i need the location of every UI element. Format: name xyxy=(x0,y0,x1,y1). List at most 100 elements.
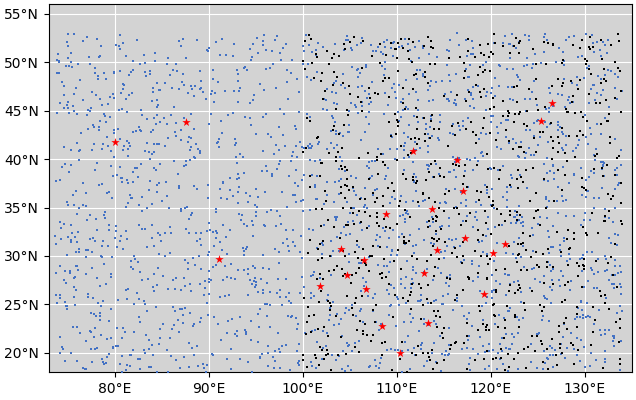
Point xyxy=(600,292,610,298)
Point xyxy=(307,143,317,149)
Point xyxy=(535,302,545,308)
Point xyxy=(92,344,102,351)
Point xyxy=(576,298,586,305)
Point xyxy=(581,31,591,37)
Point xyxy=(395,213,405,220)
Point xyxy=(317,240,328,246)
Point xyxy=(311,365,321,372)
Point xyxy=(66,237,76,244)
Point xyxy=(598,87,609,94)
Point xyxy=(597,39,607,45)
Point xyxy=(148,352,158,358)
Point xyxy=(184,364,195,370)
Point xyxy=(413,342,423,349)
Point xyxy=(62,303,72,309)
Point xyxy=(102,336,112,342)
Point xyxy=(568,148,578,154)
Point xyxy=(101,360,111,366)
Point xyxy=(501,345,511,351)
Point xyxy=(226,261,236,268)
Point xyxy=(96,331,106,338)
Point xyxy=(202,252,212,258)
Point xyxy=(353,84,363,90)
Point xyxy=(513,184,523,191)
Point xyxy=(399,319,409,326)
Point xyxy=(457,253,467,260)
Point xyxy=(263,131,273,137)
Point xyxy=(575,256,585,262)
Point xyxy=(435,199,445,206)
Point xyxy=(281,227,291,233)
Point xyxy=(379,263,389,270)
Point xyxy=(597,53,607,59)
Point xyxy=(410,71,420,77)
Point xyxy=(519,300,529,306)
Point xyxy=(615,356,625,362)
Point xyxy=(336,190,346,196)
Point xyxy=(504,243,514,249)
Point xyxy=(597,332,607,338)
Point xyxy=(450,96,460,103)
Point xyxy=(372,210,382,216)
Point xyxy=(167,326,177,332)
Point xyxy=(340,253,350,259)
Point xyxy=(380,176,391,182)
Point xyxy=(208,229,218,235)
Point xyxy=(312,135,322,142)
Point xyxy=(448,160,459,167)
Point xyxy=(368,158,378,164)
Point xyxy=(226,274,236,281)
Point xyxy=(258,290,268,296)
Point xyxy=(93,73,103,79)
Point xyxy=(93,76,103,82)
Point xyxy=(515,285,525,292)
Point xyxy=(268,354,278,360)
Point xyxy=(613,270,623,276)
Point xyxy=(328,114,338,121)
Point xyxy=(149,242,160,249)
Point xyxy=(342,293,352,299)
Point xyxy=(515,144,525,150)
Point xyxy=(487,289,497,296)
Point xyxy=(283,96,293,102)
Point xyxy=(248,41,258,47)
Point xyxy=(518,315,528,321)
Point xyxy=(504,272,514,278)
Point xyxy=(317,96,328,102)
Point xyxy=(298,48,308,54)
Point xyxy=(187,86,197,92)
Point xyxy=(361,113,371,120)
Point xyxy=(557,145,567,151)
Point xyxy=(135,319,145,325)
Point xyxy=(547,287,557,293)
Point xyxy=(106,271,116,278)
Point xyxy=(100,113,111,119)
Point xyxy=(386,40,396,46)
Point xyxy=(478,62,488,68)
Point xyxy=(616,338,626,344)
Point xyxy=(436,248,446,255)
Point xyxy=(358,331,368,337)
Point xyxy=(127,90,137,96)
Point xyxy=(106,148,116,154)
Point xyxy=(543,178,553,184)
Point xyxy=(561,106,571,112)
Point xyxy=(377,151,387,158)
Point xyxy=(531,76,541,83)
Point xyxy=(520,96,530,102)
Point xyxy=(614,38,624,44)
Point xyxy=(305,117,315,124)
Point xyxy=(328,81,338,88)
Point xyxy=(479,356,489,362)
Point xyxy=(298,352,308,358)
Point xyxy=(490,224,501,230)
Point xyxy=(584,33,595,40)
Point xyxy=(358,328,368,334)
Point xyxy=(91,92,101,98)
Point xyxy=(144,186,154,193)
Point xyxy=(125,142,135,149)
Point xyxy=(160,80,170,86)
Point xyxy=(591,357,601,364)
Point xyxy=(118,147,128,154)
Point xyxy=(516,241,527,248)
